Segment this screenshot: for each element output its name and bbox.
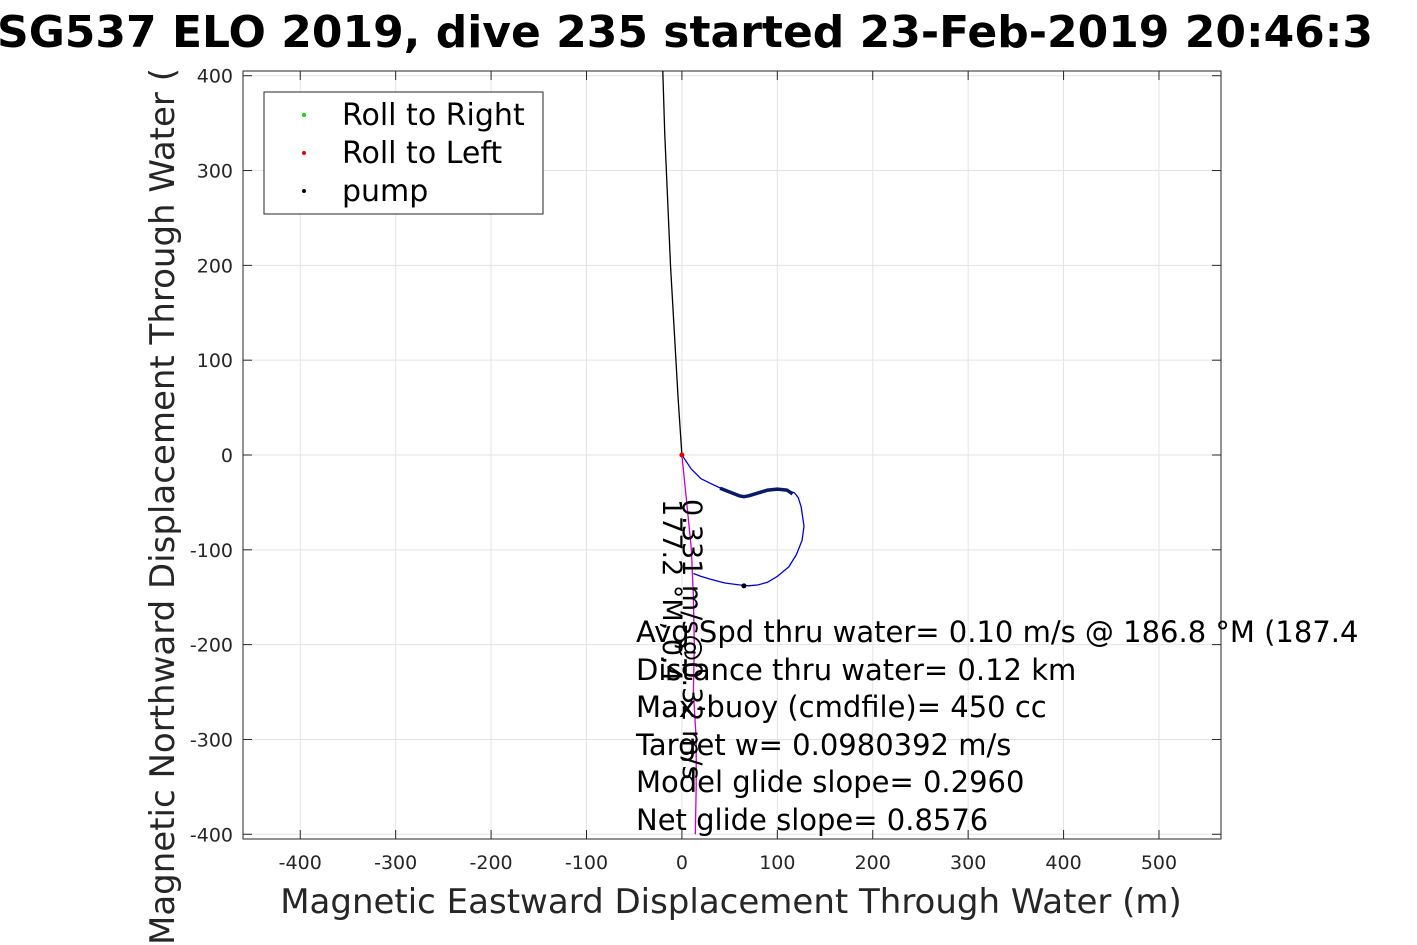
stat-target-w: Target w= 0.0980392 m/s [635,728,1011,762]
x-tick-label: -200 [470,852,513,874]
y-tick-label: -300 [190,729,233,751]
y-tick-label: -400 [190,824,233,846]
x-tick-label: 500 [1141,852,1177,874]
legend-marker-pump [302,189,306,193]
stat-distance: Distance thru water= 0.12 km [636,653,1076,687]
chart-title: SG537 ELO 2019, dive 235 started 23-Feb-… [0,7,1373,58]
y-axis-label: Magnetic Northward Displacement Through … [143,68,183,945]
legend-marker-roll-left [302,151,306,155]
y-tick-label: 400 [197,66,233,88]
legend: Roll to Right Roll to Left pump [263,91,544,215]
legend-label-roll-left: Roll to Left [342,136,502,171]
vertical-annotation-heading: 177.2 °M, 0.4 [656,499,687,682]
x-tick-labels: -400 -300 -200 -100 0 100 200 300 400 500 [279,852,1177,874]
y-tick-label: 200 [197,255,233,277]
x-tick-label: 300 [950,852,986,874]
series-line-2 [681,454,697,835]
series-line-1 [719,486,794,499]
y-tick-label: -100 [190,540,233,562]
start-point-marker [679,452,685,458]
legend-marker-roll-right [302,113,306,117]
stats-block: Avg Spd thru water= 0.10 m/s @ 186.8 °M … [635,615,1358,837]
x-tick-label: 400 [1045,852,1081,874]
x-tick-label: 0 [676,852,688,874]
y-tick-label: 300 [197,161,233,183]
stat-model-glide: Model glide slope= 0.2960 [636,765,1024,799]
x-tick-label: -400 [279,852,322,874]
x-tick-label: 200 [855,852,891,874]
y-tick-labels: 400 300 200 100 0 -100 -200 -300 -400 [190,66,233,847]
series-line-3 [662,70,683,456]
x-tick-label: -100 [565,852,608,874]
legend-label-roll-right: Roll to Right [342,98,525,133]
y-tick-label: 100 [197,350,233,372]
pump-point-marker [741,583,747,589]
series-lines [662,70,805,835]
stat-avg-speed: Avg Spd thru water= 0.10 m/s @ 186.8 °M … [636,615,1358,649]
vertical-annotation-speed: 0.331 m/s@0.32 m/s [676,499,707,780]
legend-label-pump: pump [342,174,428,209]
legend-box [263,91,544,215]
axis-ticks [243,71,1221,839]
stat-max-buoy: Max-buoy (cmdfile)= 450 cc [636,690,1047,724]
x-tick-label: 100 [759,852,795,874]
x-axis-label: Magnetic Eastward Displacement Through W… [280,882,1182,922]
y-tick-label: -200 [190,635,233,657]
x-tick-label: -300 [374,852,417,874]
y-tick-label: 0 [221,445,233,467]
stat-net-glide: Net glide slope= 0.8576 [636,803,988,837]
